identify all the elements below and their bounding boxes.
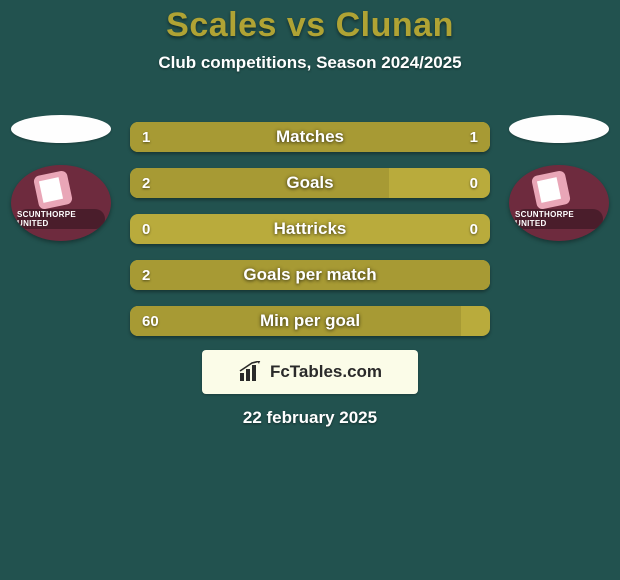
right-column: SCUNTHORPE UNITED: [504, 115, 614, 241]
page-subtitle: Club competitions, Season 2024/2025: [0, 53, 620, 73]
stat-fill-left: [130, 260, 490, 290]
stat-row: 20Goals: [130, 168, 490, 198]
stat-value-left: 0: [142, 214, 150, 244]
date-label: 22 february 2025: [0, 408, 620, 428]
player-photo-placeholder-left: [11, 115, 111, 143]
club-badge-right: SCUNTHORPE UNITED: [509, 165, 609, 241]
club-badge-text-right: SCUNTHORPE UNITED: [515, 209, 603, 229]
stat-bars: 11Matches20Goals00Hattricks2Goals per ma…: [130, 122, 490, 336]
fctables-logo-text: FcTables.com: [270, 362, 382, 382]
player-photo-placeholder-right: [509, 115, 609, 143]
stat-value-right: 0: [470, 214, 478, 244]
stat-row: 2Goals per match: [130, 260, 490, 290]
bar-chart-icon: [238, 361, 264, 383]
stat-row: 60Min per goal: [130, 306, 490, 336]
left-column: SCUNTHORPE UNITED: [6, 115, 116, 241]
page-title: Scales vs Clunan: [0, 0, 620, 45]
stat-fill-left: [130, 122, 310, 152]
stat-row: 0 0Hattricks: [130, 214, 490, 244]
stat-fill-left: [130, 168, 389, 198]
stat-fill-left: [130, 306, 461, 336]
stat-label: Hattricks: [130, 214, 490, 244]
stat-value-right: 0: [470, 168, 478, 198]
club-badge-text-left: SCUNTHORPE UNITED: [17, 209, 105, 229]
content-wrapper: Scales vs Clunan Club competitions, Seas…: [0, 0, 620, 73]
club-badge-left: SCUNTHORPE UNITED: [11, 165, 111, 241]
stat-fill-right: [310, 122, 490, 152]
fctables-logo[interactable]: FcTables.com: [202, 350, 418, 394]
stat-row: 11Matches: [130, 122, 490, 152]
